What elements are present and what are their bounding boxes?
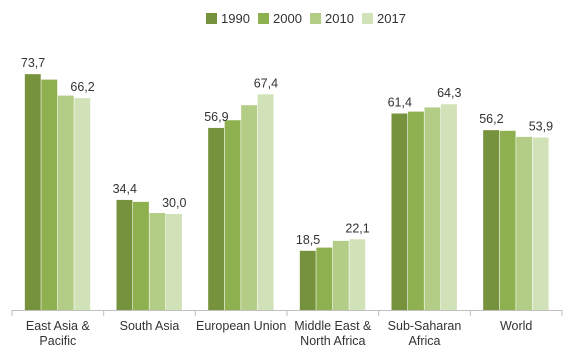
bar-2000-5 <box>499 130 516 310</box>
bar-2000-4 <box>408 111 424 310</box>
bar-2000-2 <box>224 120 241 311</box>
bar-2017-4 <box>441 104 457 311</box>
data-label: 34,4 <box>113 182 137 196</box>
bar-2000-0 <box>41 79 58 310</box>
x-tick-label: Africa <box>409 334 441 345</box>
legend-swatch-2017 <box>362 13 373 24</box>
bar-2010-4 <box>424 107 441 310</box>
legend-label-2017: 2017 <box>377 11 406 26</box>
bar-2010-2 <box>241 105 258 310</box>
bar-2000-3 <box>316 247 333 310</box>
data-label: 73,7 <box>21 56 45 70</box>
x-tick-label: Sub-Saharan <box>388 319 462 333</box>
bar-1990-2 <box>208 127 225 310</box>
x-tick-label: East Asia & <box>26 319 91 333</box>
bar-1990-3 <box>299 250 316 310</box>
data-label: 61,4 <box>388 96 412 110</box>
data-label: 66,2 <box>70 80 94 94</box>
data-label: 18,5 <box>296 233 320 247</box>
x-tick-label: North Africa <box>300 334 365 345</box>
bar-1990-1 <box>116 199 133 310</box>
legend-label-1990: 1990 <box>221 11 250 26</box>
bar-2010-3 <box>332 240 349 310</box>
x-tick-label: Pacific <box>39 334 76 345</box>
data-label: 22,1 <box>345 221 369 235</box>
data-label: 53,9 <box>529 120 553 134</box>
x-tick-label: World <box>500 319 532 333</box>
legend-label-2010: 2010 <box>325 11 354 26</box>
data-label: 56,2 <box>479 112 503 126</box>
bar-1990-0 <box>24 74 41 310</box>
bar-1990-5 <box>483 130 500 310</box>
data-label: 56,9 <box>204 110 228 124</box>
x-tick-label: Middle East & <box>294 319 372 333</box>
legend-swatch-1990 <box>206 13 217 24</box>
legend-label-2000: 2000 <box>273 11 302 26</box>
bar-2010-0 <box>57 95 74 310</box>
data-label: 67,4 <box>254 76 278 90</box>
x-tick-label: South Asia <box>120 319 180 333</box>
bar-2017-2 <box>257 94 274 310</box>
data-label: 64,3 <box>437 86 461 100</box>
bar-2000-1 <box>133 201 149 310</box>
data-label: 30,0 <box>162 196 186 210</box>
legend-swatch-2000 <box>258 13 269 24</box>
x-tick-label: European Union <box>196 319 286 333</box>
bar-2010-1 <box>149 213 166 310</box>
bar-2017-0 <box>74 98 91 310</box>
bar-2017-3 <box>349 239 366 310</box>
legend-swatch-2010 <box>310 13 321 24</box>
bar-2010-5 <box>516 136 533 310</box>
bar-2017-5 <box>532 137 549 310</box>
bar-1990-4 <box>391 113 408 311</box>
bar-2017-1 <box>166 214 182 310</box>
